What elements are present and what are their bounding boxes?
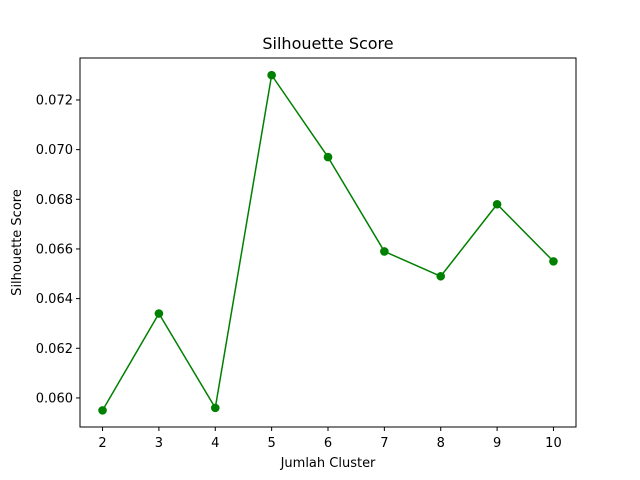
data-point xyxy=(210,403,220,413)
y-tick-label: 0.062 xyxy=(36,342,73,357)
x-tick-label: 6 xyxy=(324,436,332,451)
data-point xyxy=(267,70,276,80)
y-axis-ticks: 0.060 0.062 0.064 0.066 0.068 0.070 0.072 xyxy=(36,93,80,406)
data-point xyxy=(98,406,107,415)
data-point xyxy=(549,257,558,266)
x-tick-label: 7 xyxy=(380,436,388,451)
series-layer xyxy=(98,70,558,415)
x-tick-label: 9 xyxy=(493,436,501,451)
y-tick-label: 0.066 xyxy=(36,242,73,257)
y-tick-label: 0.072 xyxy=(36,93,73,108)
x-tick-label: 10 xyxy=(545,436,562,451)
x-tick-label: 2 xyxy=(98,436,106,451)
y-tick-label: 0.060 xyxy=(36,391,73,406)
x-tick-label: 5 xyxy=(267,436,275,451)
data-point xyxy=(154,309,164,318)
data-point xyxy=(323,152,333,162)
data-point xyxy=(436,271,446,281)
chart-title: Silhouette Score xyxy=(262,34,393,53)
x-tick-label: 3 xyxy=(155,436,163,451)
data-point xyxy=(380,247,389,256)
x-axis-ticks: 2 3 4 5 6 7 8 9 10 xyxy=(98,427,562,451)
y-tick-label: 0.070 xyxy=(36,143,73,158)
data-point xyxy=(492,199,502,209)
x-axis-label: Jumlah Cluster xyxy=(280,456,376,471)
y-tick-label: 0.064 xyxy=(36,292,73,307)
x-tick-label: 8 xyxy=(437,436,445,451)
x-tick-label: 4 xyxy=(211,436,219,451)
y-tick-label: 0.068 xyxy=(36,193,73,208)
y-axis-label: Silhouette Score xyxy=(10,189,25,296)
